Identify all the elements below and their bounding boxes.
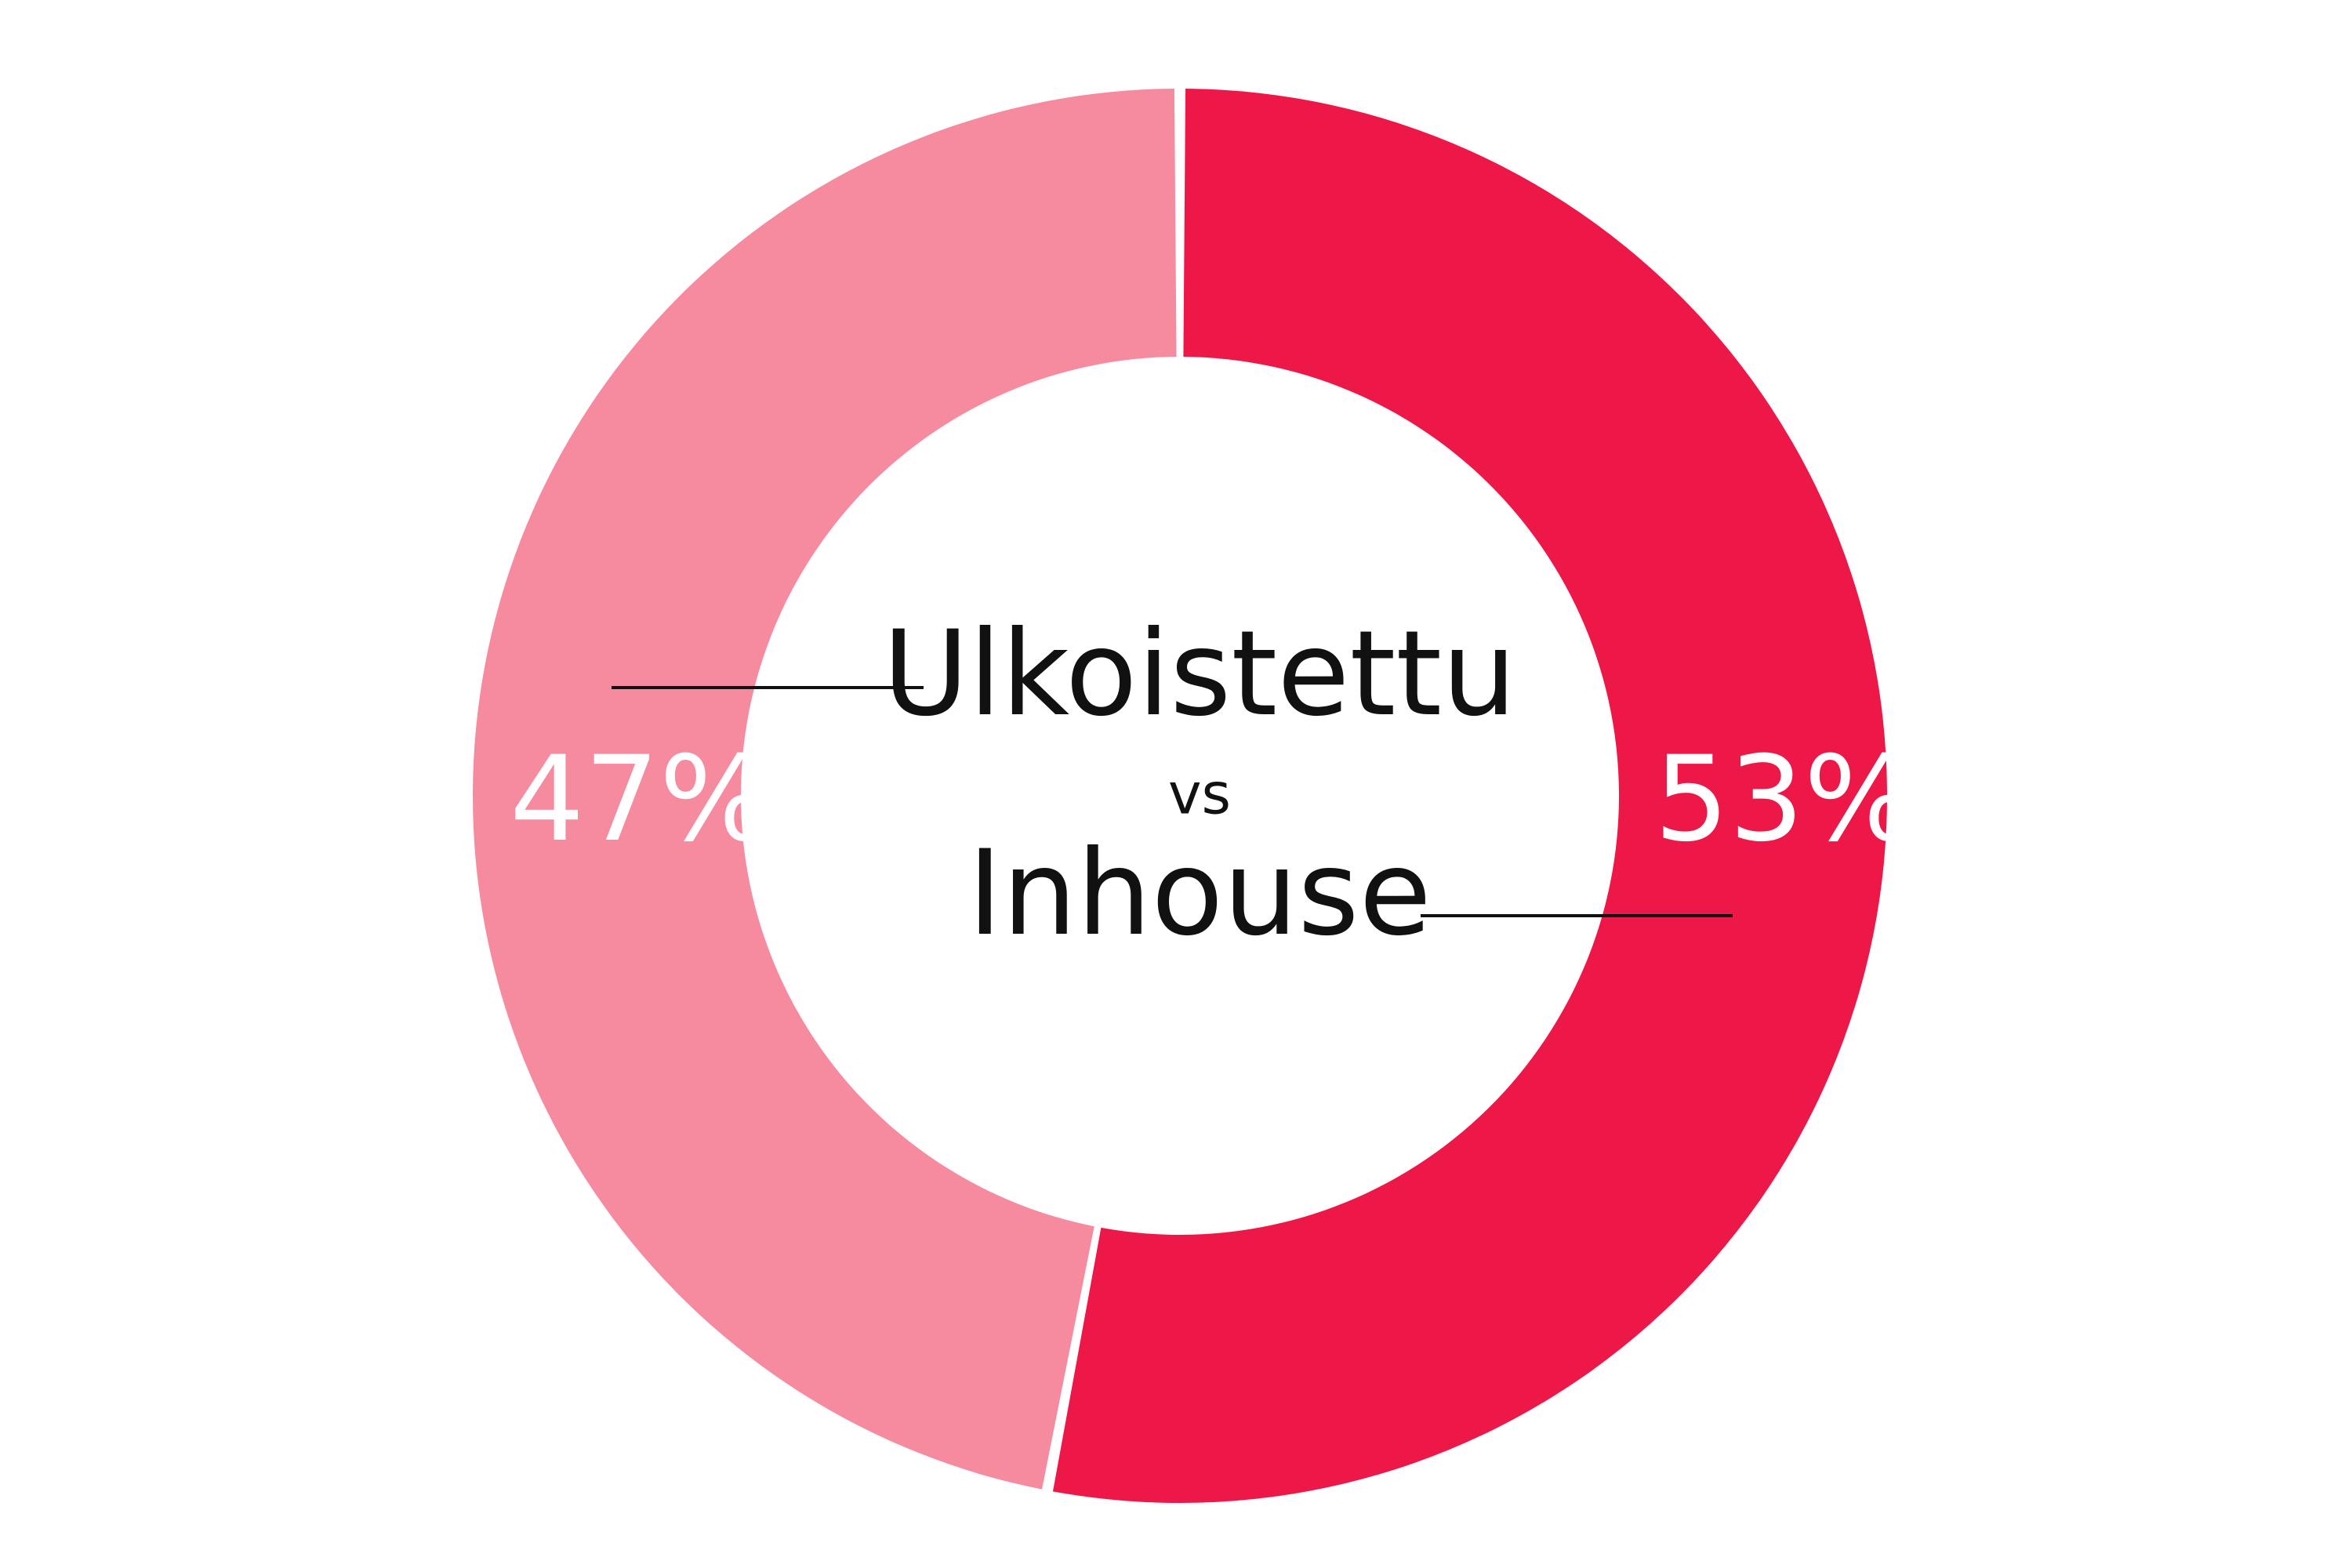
center-title-inhouse: Inhouse (967, 826, 1432, 962)
center-title-ulkoistettu: Ulkoistettu (883, 606, 1516, 742)
donut-slices (473, 89, 1888, 1504)
ulkoistettu-percentage-label: 47% (510, 731, 771, 868)
center-vs-text: vs (1168, 761, 1231, 827)
slice-inhouse (1052, 89, 1888, 1504)
inhouse-percentage-label: 53% (1654, 731, 1915, 868)
slice-ulkoistettu (473, 89, 1177, 1490)
